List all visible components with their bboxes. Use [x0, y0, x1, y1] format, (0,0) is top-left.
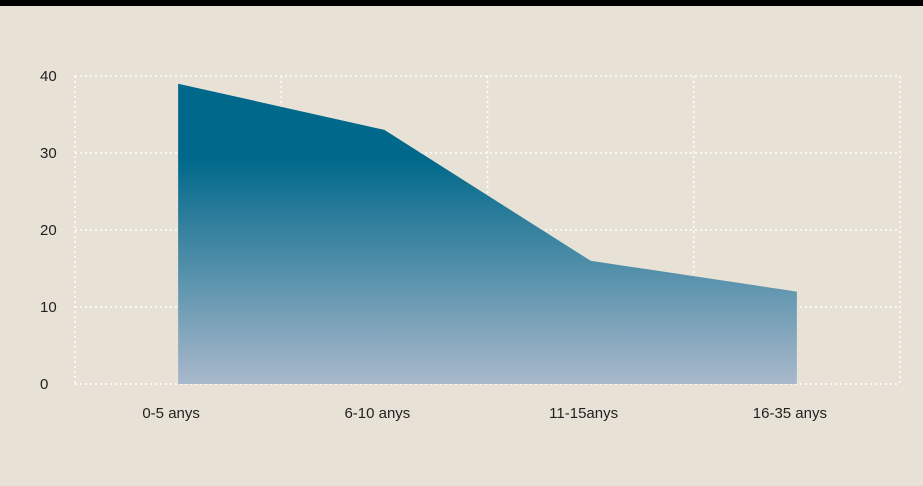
y-axis-tick-labels: 0 10 20 30 40 [40, 68, 57, 393]
x-tick-label-1: 6-10 anys [344, 405, 410, 422]
header-bar [0, 0, 923, 6]
y-tick-label-10: 10 [40, 299, 57, 316]
x-axis-tick-labels: 0-5 anys 6-10 anys 11-15anys 16-35 anys [142, 405, 827, 422]
y-tick-label-30: 30 [40, 145, 57, 162]
x-tick-label-3: 16-35 anys [753, 405, 827, 422]
x-tick-label-0: 0-5 anys [142, 405, 200, 422]
y-tick-label-0: 0 [40, 376, 48, 393]
area-fill [178, 83, 797, 384]
y-tick-label-40: 40 [40, 68, 57, 85]
y-tick-label-20: 20 [40, 222, 57, 239]
area-series [178, 83, 797, 384]
x-tick-label-2: 11-15anys [549, 405, 618, 422]
